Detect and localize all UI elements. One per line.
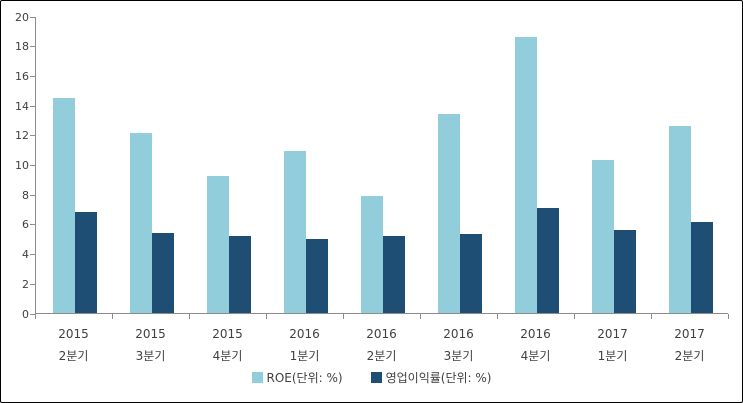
- x-axis-category-label: 2015 3분기: [135, 327, 166, 363]
- x-axis-tick-mark: [343, 314, 344, 319]
- bar-roe-7: [591, 160, 614, 313]
- bar-roe-2: [206, 176, 229, 313]
- y-axis-tick-mark: [30, 194, 35, 196]
- bar-roe-5: [437, 114, 460, 313]
- y-axis-tick-mark: [30, 165, 35, 166]
- bar-roe-0: [52, 98, 75, 313]
- y-axis-tick-label: 16: [15, 69, 29, 83]
- bar-roe-4: [360, 196, 383, 313]
- bar-margin-7: [613, 230, 636, 313]
- bar-roe-6: [514, 37, 537, 313]
- y-axis-tick-mark: [30, 224, 35, 226]
- legend-swatch-icon: [251, 372, 263, 383]
- bar-margin-0: [74, 212, 97, 313]
- bar-roe-8: [668, 126, 691, 313]
- bar-margin-1: [151, 233, 174, 313]
- y-axis-tick-label: 2: [22, 277, 29, 291]
- y-axis-tick-label: 20: [15, 10, 29, 24]
- x-axis-tick-mark: [266, 314, 267, 319]
- x-axis-tick-mark: [189, 314, 190, 319]
- y-axis-tick-label: 4: [22, 248, 29, 262]
- x-axis-tick-mark: [35, 314, 36, 319]
- legend-item-roe: ROE(단위: %): [251, 369, 343, 386]
- x-axis-tick-mark: [651, 314, 652, 319]
- y-axis-tick-label: 14: [15, 99, 29, 113]
- y-axis-tick-mark: [30, 75, 35, 77]
- y-axis-tick-mark: [30, 283, 35, 285]
- x-axis-tick-mark: [497, 314, 498, 319]
- x-axis-category-label: 2015 2분기: [58, 327, 89, 363]
- y-axis-tick-mark: [30, 254, 35, 256]
- bar-roe-3: [283, 151, 306, 313]
- legend-label: 영업이익률(단위: %): [385, 371, 492, 385]
- x-axis-category-label: 2015 4분기: [212, 327, 243, 363]
- x-axis-tick-mark: [728, 314, 729, 319]
- bar-margin-4: [382, 236, 405, 313]
- y-axis-tick-label: 18: [15, 40, 29, 54]
- x-axis-tick-mark: [420, 314, 421, 319]
- y-axis-tick-mark: [30, 313, 35, 315]
- bar-margin-8: [690, 222, 713, 313]
- y-axis-tick-mark: [30, 105, 35, 107]
- bar-margin-3: [305, 239, 328, 313]
- y-axis-tick-label: 8: [22, 188, 29, 202]
- y-axis-tick-label: 6: [22, 218, 29, 232]
- x-axis-tick-mark: [574, 314, 575, 319]
- x-axis-category-label: 2017 1분기: [597, 327, 628, 363]
- legend: ROE(단위: %) 영업이익률(단위: %): [1, 369, 742, 386]
- y-axis-tick-mark: [30, 135, 35, 137]
- bar-margin-5: [459, 234, 482, 313]
- y-axis-tick-label: 12: [15, 129, 29, 143]
- x-axis-category-label: 2017 2분기: [674, 327, 705, 363]
- x-axis-category-label: 2016 4분기: [520, 327, 551, 363]
- plot-area: [35, 17, 728, 314]
- bar-margin-2: [228, 236, 251, 313]
- bar-roe-1: [129, 133, 152, 313]
- x-axis-category-label: 2016 2분기: [366, 327, 397, 363]
- legend-item-margin: 영업이익률(단위: %): [370, 369, 492, 386]
- x-axis-category-label: 2016 3분기: [443, 327, 474, 363]
- legend-swatch-icon: [370, 372, 382, 383]
- y-axis-tick-label: 10: [15, 159, 29, 172]
- legend-label: ROE(단위: %): [266, 371, 343, 385]
- y-axis-tick-label: 0: [22, 307, 29, 321]
- y-axis-tick-mark: [30, 17, 35, 18]
- bar-margin-6: [536, 208, 559, 313]
- y-axis-tick-mark: [30, 46, 35, 48]
- x-axis-category-label: 2016 1분기: [289, 327, 320, 363]
- x-axis-tick-mark: [112, 314, 113, 319]
